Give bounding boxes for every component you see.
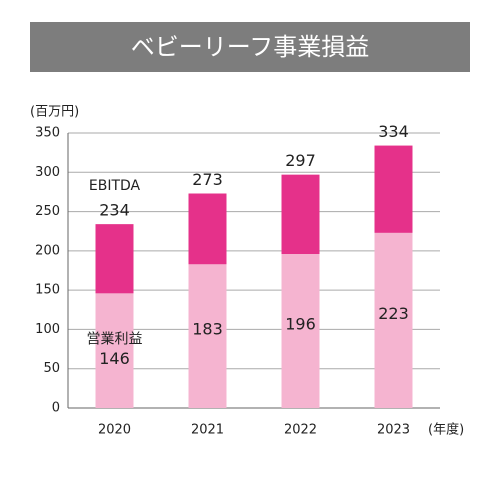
bar [95,293,134,408]
value-label: 146 [99,349,130,368]
chart-title: ベビーリーフ事業損益 [131,33,370,61]
bar [188,264,227,408]
value-label: 234 [99,201,130,220]
bar [281,254,320,408]
x-tick-label: 2023 [377,423,410,438]
bar [374,232,413,408]
x-unit: (年度) [428,422,464,438]
y-tick-label: 100 [35,322,60,337]
y-tick-label: 150 [35,283,60,298]
y-tick-label: 50 [43,361,60,376]
value-label: 196 [285,315,316,334]
title-banner [30,22,470,72]
y-tick-label: 0 [52,401,60,416]
y-tick-label: 300 [35,165,60,180]
value-label: 297 [285,151,316,170]
y-tick-label: 200 [35,243,60,258]
value-label: 273 [192,170,223,189]
y-tick-label: 250 [35,204,60,219]
value-label: 183 [192,320,223,339]
value-label: 334 [378,122,409,141]
x-tick-label: 2021 [191,423,224,438]
y-tick-label: 350 [35,126,60,141]
series-label: 営業利益 [87,331,143,347]
series-label: EBITDA [89,178,141,194]
x-tick-label: 2020 [98,423,131,438]
x-tick-label: 2022 [284,423,317,438]
y-unit: (百万円) [30,105,79,120]
value-label: 223 [378,304,409,323]
